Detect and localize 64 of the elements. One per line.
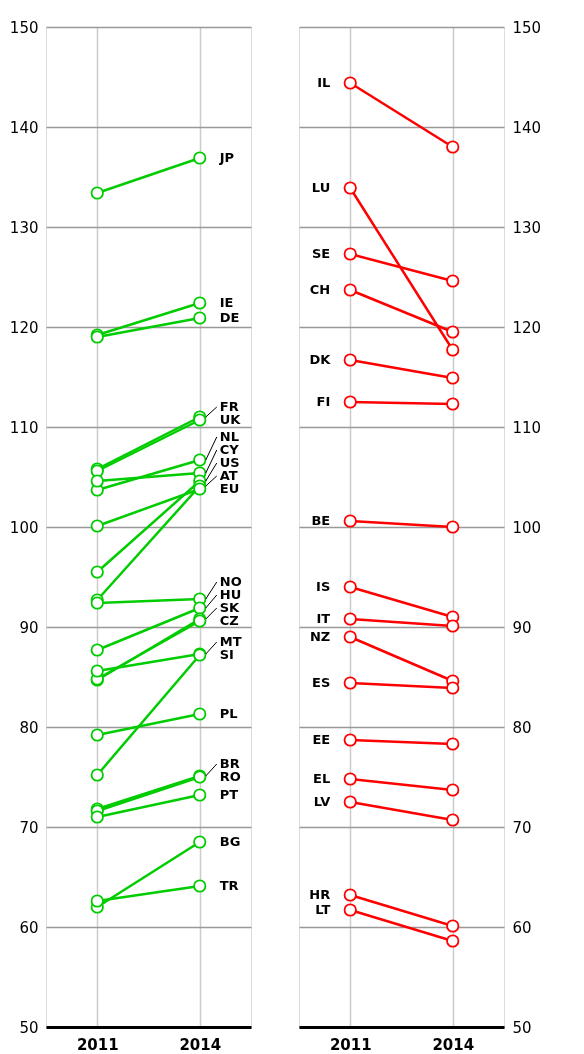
series-label: SI [219,647,234,662]
x-tick-label: 2014 [179,1035,222,1054]
series-label: US [219,455,240,470]
series-label: LV [313,794,331,809]
series-label: HU [219,587,242,602]
series-label: PL [219,706,238,721]
series-label: FR [219,399,239,414]
series-label: HR [309,887,331,902]
y-tick-label: 70 [512,818,532,837]
series-label: CH [309,282,331,297]
series-label: LU [311,180,331,195]
y-tick-label: 70 [19,818,39,837]
series-label: BR [219,756,240,771]
y-tick-label: 110 [512,418,542,437]
y-tick-label: 50 [512,1018,532,1037]
series-label: UK [219,412,242,427]
series-label: FI [316,394,331,409]
series-label: ES [312,675,331,690]
y-tick-label: 140 [9,118,39,137]
series-label: IS [316,579,331,594]
y-tick-label: 50 [19,1018,39,1037]
y-tick-label: 140 [512,118,542,137]
series-label: TR [219,878,239,893]
series-label: BG [219,834,241,849]
y-tick-label: 60 [512,918,532,937]
x-tick-label: 2011 [76,1035,119,1054]
series-label: RO [219,769,241,784]
y-tick-label: 90 [19,618,39,637]
series-label: DE [219,310,240,325]
series-label: MT [219,634,242,649]
series-label: PT [219,787,239,802]
series-label: JP [218,150,235,165]
series-label: NO [219,574,242,589]
y-tick-label: 130 [9,218,39,237]
series-label: CY [219,442,240,457]
series-label: NL [219,429,239,444]
series-label: SE [312,246,331,261]
series-label: NZ [309,629,331,644]
y-tick-label: 60 [19,918,39,937]
series-label: IE [219,295,234,310]
series-label: LT [315,902,331,917]
x-tick-label: 2011 [329,1035,372,1054]
series-label: IT [316,611,331,626]
y-tick-label: 120 [512,318,542,337]
y-tick-label: 130 [512,218,542,237]
y-tick-label: 150 [9,18,39,37]
series-label: IL [317,75,331,90]
series-label: EL [313,771,331,786]
series-label: SK [219,600,241,615]
y-tick-label: 150 [512,18,542,37]
series-label: BE [311,513,331,528]
y-tick-label: 110 [9,418,39,437]
x-tick-label: 2014 [432,1035,475,1054]
series-label: AT [219,468,238,483]
y-tick-label: 80 [19,718,39,737]
y-tick-label: 100 [9,518,39,537]
series-label: CZ [219,613,239,628]
y-tick-label: 90 [512,618,532,637]
series-label: EE [312,732,331,747]
y-tick-label: 100 [512,518,542,537]
y-tick-label: 80 [512,718,532,737]
y-tick-label: 120 [9,318,39,337]
series-label: DK [309,352,332,367]
series-label: EU [219,481,240,496]
